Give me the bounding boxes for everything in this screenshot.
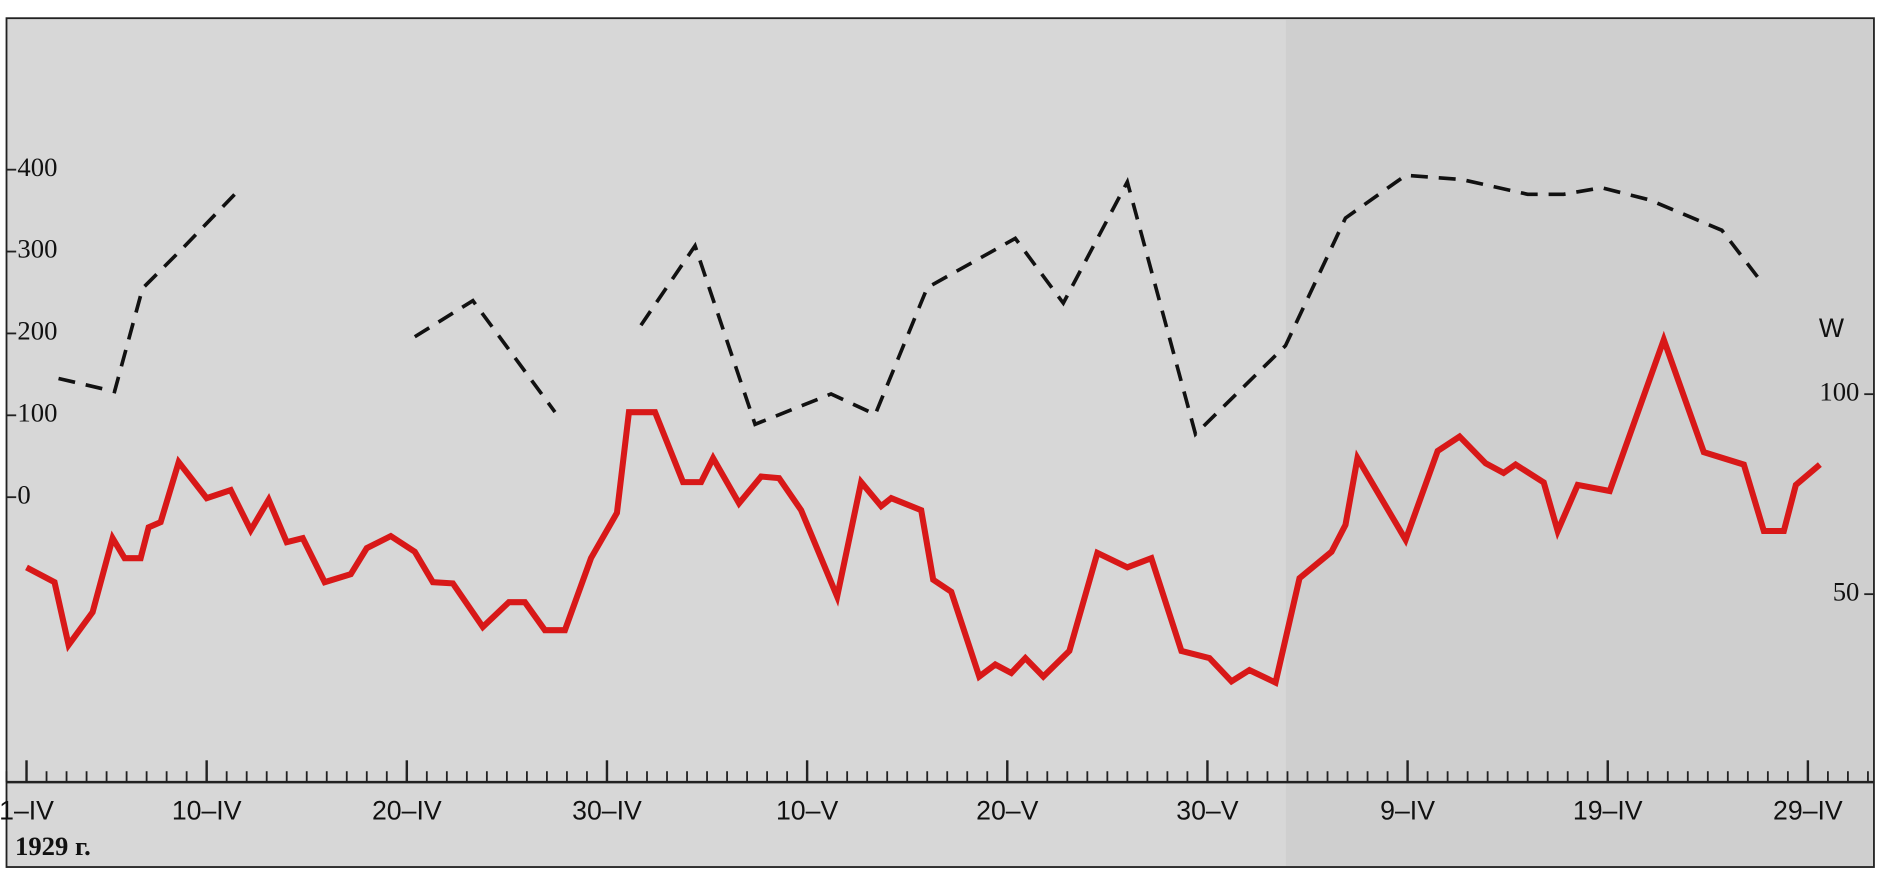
y-tick-label: 200 xyxy=(17,316,57,346)
x-tick-label: 10–V xyxy=(776,796,838,826)
y-tick-label: 100 xyxy=(17,397,57,427)
dashed-line xyxy=(58,173,1766,438)
y2-tick-label: 100 xyxy=(1819,376,1859,406)
x-tick-label: 19–IV xyxy=(1573,796,1643,826)
solid-line xyxy=(25,330,1822,687)
x-tick-label: 20–V xyxy=(976,796,1038,826)
y2-axis-label: W xyxy=(1819,313,1845,343)
page-panel xyxy=(1285,19,1873,866)
y-tick-label: 400 xyxy=(17,152,57,182)
x-tick-label: 29–IV xyxy=(1773,796,1843,826)
y2-tick-label: 50 xyxy=(1833,576,1860,606)
y-tick-label: 300 xyxy=(17,234,57,264)
x-tick-label: 30–V xyxy=(1176,796,1238,826)
x-tick-label: 30–IV xyxy=(572,796,642,826)
y-tick-label: 0 xyxy=(17,479,30,509)
x-tick-label: 20–IV xyxy=(372,796,442,826)
x-tick-label: 9–IV xyxy=(1380,796,1435,826)
x-tick-label: 10–IV xyxy=(172,796,242,826)
x-note: 1929 г. xyxy=(15,831,91,861)
x-tick-label: 1–IV xyxy=(0,796,54,826)
